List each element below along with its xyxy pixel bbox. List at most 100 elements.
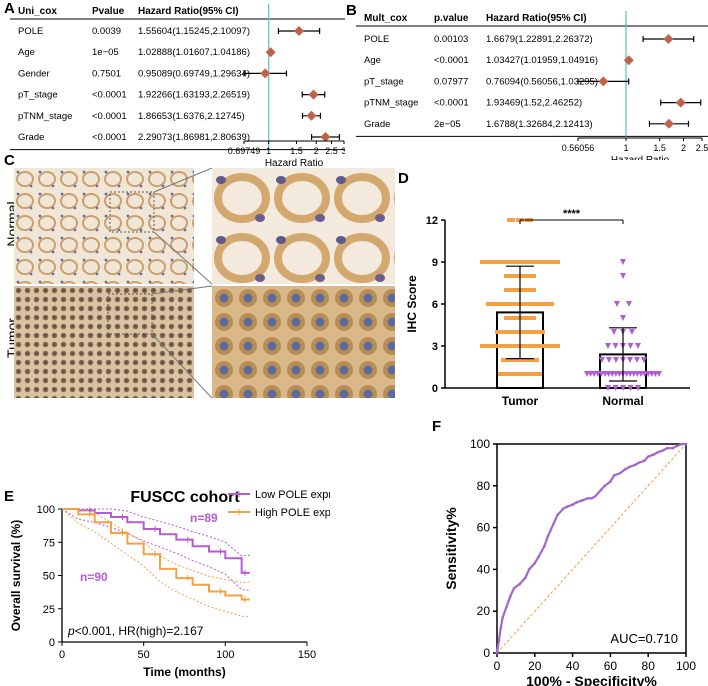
roc-point bbox=[684, 442, 688, 446]
ci-lower-1 bbox=[61, 508, 250, 618]
tumor-point bbox=[538, 260, 547, 264]
y-tick-label: 0 bbox=[49, 637, 55, 649]
row-pvalue: <0.0001 bbox=[434, 55, 469, 66]
row-hr-text: 1.03427(1.01959,1.04916) bbox=[486, 55, 598, 66]
tumor-point bbox=[528, 288, 536, 292]
row-pvalue: 0.7501 bbox=[92, 68, 121, 79]
hr-point bbox=[598, 76, 609, 87]
row-name: POLE bbox=[18, 26, 43, 37]
row-hr-text: 1.02888(1.01607,1.04186) bbox=[138, 47, 250, 58]
x-tick-label: 1 bbox=[623, 143, 628, 153]
x-tick-label: 2.5 bbox=[696, 143, 708, 153]
normal-point bbox=[635, 385, 641, 391]
hr-point bbox=[623, 55, 634, 66]
row-name: POLE bbox=[364, 34, 389, 45]
roc-point bbox=[612, 474, 616, 477]
y-tick-label: 100 bbox=[37, 504, 55, 516]
tumor-point bbox=[504, 288, 512, 292]
tumor-point bbox=[528, 316, 536, 320]
row-name: Grade bbox=[364, 119, 390, 130]
normal-point bbox=[626, 301, 632, 307]
ihc-score-bar-chart: 0 3 6 9 12 IHC Score Tumor Normal **** bbox=[405, 208, 690, 408]
tumor-point bbox=[529, 260, 538, 264]
tumor-point bbox=[498, 372, 506, 376]
tumor-point bbox=[504, 316, 512, 320]
roc-point bbox=[633, 463, 637, 467]
panel-label-f: F bbox=[432, 418, 442, 435]
header-name: Uni_cox bbox=[18, 6, 57, 17]
row-pvalue: 0.07977 bbox=[434, 76, 468, 87]
km-survival-plot: FUSCC cohort 0 25 50 75 100 0 50 100 150 Time (mon… bbox=[9, 489, 330, 679]
ci-upper-1 bbox=[62, 508, 250, 584]
tumor-point bbox=[512, 316, 520, 320]
roc-point bbox=[671, 446, 675, 450]
header-hr: Hazard Ratio(95% CI) bbox=[138, 6, 239, 17]
roc-point bbox=[518, 582, 521, 586]
tumor-point bbox=[531, 358, 539, 362]
normal-point bbox=[627, 343, 634, 349]
forest-plot-multivariate: Mult_cox p.value Hazard Ratio(95% CI) POLE 0… bbox=[356, 11, 708, 160]
row-pvalue: 0.00103 bbox=[434, 34, 468, 45]
x-tick-label: 150 bbox=[298, 649, 316, 661]
x-tick-label: 0 bbox=[494, 659, 501, 673]
normal-point bbox=[605, 385, 611, 391]
x-tick-label: 80 bbox=[642, 659, 656, 673]
roc-point bbox=[533, 561, 537, 565]
header-pvalue: p.value bbox=[434, 13, 469, 24]
normal-point bbox=[605, 343, 611, 349]
x-tick-label: 2 bbox=[314, 146, 319, 156]
tumor-point bbox=[508, 358, 517, 362]
ihc-image-normal-low bbox=[14, 168, 194, 284]
row-name: Age bbox=[364, 55, 381, 66]
normal-point bbox=[627, 385, 634, 391]
row-name: Gender bbox=[18, 68, 50, 79]
tumor-point bbox=[516, 358, 524, 362]
x-tick-label: 60 bbox=[604, 659, 618, 673]
roc-point bbox=[499, 626, 503, 630]
y-tick-label: 0 bbox=[483, 646, 490, 660]
row-pvalue: <0.0001 bbox=[92, 132, 127, 143]
y-tick-label: 80 bbox=[477, 479, 491, 493]
roc-point bbox=[628, 465, 631, 469]
row-name: Grade bbox=[18, 132, 44, 143]
roc-point bbox=[527, 568, 531, 571]
x-tick-label: 100 bbox=[676, 659, 696, 673]
tumor-point bbox=[526, 302, 534, 306]
row-hr-text: 2.29073(1.86981,2.80639) bbox=[138, 132, 250, 143]
tumor-point bbox=[516, 260, 524, 264]
tumor-point bbox=[552, 344, 560, 348]
ihc-image-tumor-low bbox=[14, 286, 194, 398]
tumor-point bbox=[552, 260, 560, 264]
roc-point bbox=[542, 545, 546, 548]
row-hr-text: 1.92266(1.63193,2.26519) bbox=[138, 90, 250, 101]
x-axis-label: 100% - Specificity% bbox=[526, 673, 657, 686]
roc-point bbox=[575, 501, 578, 504]
tumor-point bbox=[518, 344, 527, 348]
normal-point bbox=[641, 357, 647, 363]
tumor-point bbox=[534, 260, 542, 264]
tumor-point bbox=[505, 372, 514, 376]
y-tick-label: 9 bbox=[432, 257, 438, 269]
tumor-point bbox=[528, 274, 536, 278]
panel-label-e: E bbox=[4, 488, 15, 505]
tumor-point bbox=[520, 288, 528, 292]
roc-point bbox=[537, 555, 540, 559]
roc-point bbox=[586, 497, 590, 500]
normal-point bbox=[612, 343, 619, 349]
roc-point bbox=[495, 651, 499, 655]
tumor-point bbox=[502, 344, 511, 348]
normal-point bbox=[620, 259, 626, 265]
roc-point bbox=[580, 499, 584, 502]
panel-label-a: A bbox=[4, 0, 15, 17]
row-name: pT_stage bbox=[18, 90, 58, 101]
forest-plot-univariate: Uni_cox Pvalue Hazard Ratio(95% CI) POLE 0.0… bbox=[10, 4, 345, 169]
roc-point bbox=[501, 616, 504, 619]
tumor-point bbox=[484, 260, 493, 264]
roc-point bbox=[637, 461, 641, 465]
ci-lower-0 bbox=[61, 508, 250, 591]
reference-diagonal bbox=[496, 443, 687, 654]
roc-point bbox=[546, 534, 550, 538]
tumor-point bbox=[520, 316, 528, 320]
x-tick-label: 0.56056 bbox=[562, 143, 595, 153]
tumor-point bbox=[492, 302, 501, 306]
